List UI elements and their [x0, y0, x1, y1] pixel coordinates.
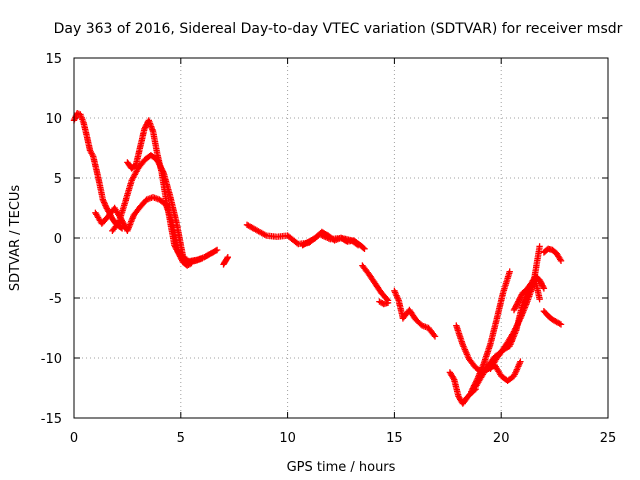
y-axis-label: SDTVAR / TECUs	[8, 185, 23, 292]
series-arc13	[468, 268, 513, 395]
series-arc16	[510, 273, 548, 314]
series-arc3	[109, 152, 206, 266]
series-arc5	[220, 254, 231, 268]
y-tick-label: 15	[45, 52, 62, 67]
data-point-markers	[359, 262, 392, 304]
data-point-markers	[220, 254, 231, 268]
data-point-markers	[468, 268, 513, 395]
x-tick-label: 15	[386, 431, 403, 446]
data-point-markers	[540, 308, 565, 328]
axis-ticks: 0 5 10 15 20 25 -15 -10 -5 0 5 10 15	[41, 52, 617, 446]
y-tick-label: 0	[54, 232, 62, 247]
data-point-markers	[109, 152, 206, 266]
y-tick-label: 5	[54, 172, 62, 187]
x-tick-label: 20	[493, 431, 510, 446]
data-point-markers	[299, 228, 368, 252]
x-axis-label: GPS time / hours	[287, 460, 396, 475]
data-point-markers	[376, 298, 392, 308]
series-arc8	[359, 262, 392, 304]
series-arc9	[376, 298, 392, 308]
y-tick-label: -15	[41, 412, 62, 427]
y-tick-label: -10	[41, 352, 62, 367]
series-arc18	[540, 308, 565, 328]
data-point-markers	[391, 287, 439, 340]
series-arc4	[124, 117, 195, 269]
y-tick-label: -5	[49, 292, 62, 307]
x-tick-label: 10	[279, 431, 296, 446]
plot-frame	[73, 57, 609, 419]
x-tick-label: 0	[70, 431, 78, 446]
plot-area	[70, 110, 565, 407]
chart-title: Day 363 of 2016, Sidereal Day-to-day VTE…	[54, 21, 623, 37]
x-tick-label: 5	[177, 431, 185, 446]
x-tick-label: 25	[600, 431, 617, 446]
series-arc10	[391, 287, 439, 340]
y-tick-label: 10	[45, 112, 62, 127]
series-arc17	[540, 245, 565, 264]
data-point-markers	[124, 117, 195, 269]
series-arc7	[299, 228, 368, 252]
data-point-markers	[510, 273, 548, 314]
data-point-markers	[540, 245, 565, 264]
